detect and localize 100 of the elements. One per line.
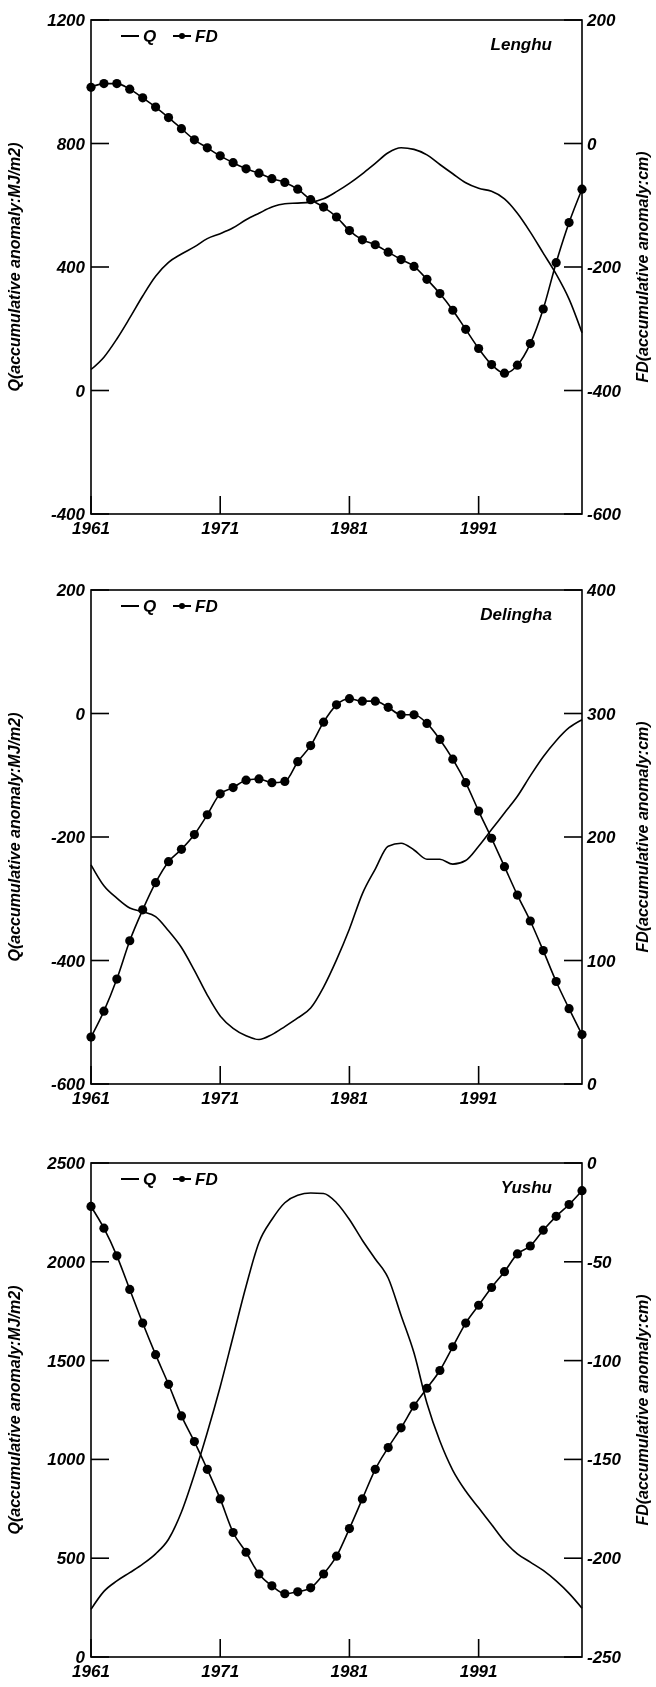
legend-label: Q <box>143 27 157 46</box>
y-axis-title: Q(accumulative anomaly:MJ/m2) <box>6 712 23 962</box>
point <box>538 304 548 314</box>
point <box>486 359 497 370</box>
point <box>577 1030 587 1040</box>
y2-tick-label: -200 <box>587 258 622 277</box>
point <box>499 1267 510 1277</box>
point <box>138 93 148 103</box>
point <box>486 833 497 843</box>
x-tick-label: 1971 <box>201 519 240 538</box>
y2-tick-label: -250 <box>587 1648 622 1667</box>
point <box>577 1186 587 1196</box>
point <box>461 778 471 788</box>
y-tick-label: -400 <box>50 951 86 971</box>
point <box>241 1547 251 1557</box>
point <box>344 225 355 236</box>
point <box>396 1423 406 1433</box>
y-tick-label: 200 <box>55 581 86 600</box>
text: Delingha <box>480 605 552 624</box>
point <box>202 1464 212 1474</box>
point <box>577 184 587 194</box>
point <box>331 1551 342 1561</box>
point <box>512 1249 522 1259</box>
point <box>525 338 535 349</box>
point <box>163 857 174 867</box>
y2-tick-label: 300 <box>587 704 616 724</box>
point <box>435 1365 445 1376</box>
y2-tick-label: 200 <box>586 828 616 847</box>
point <box>409 1401 419 1411</box>
point <box>422 1383 432 1393</box>
y-tick-label: 800 <box>56 134 86 154</box>
point <box>254 168 264 178</box>
y-axis-title: Q(accumulative anomaly:MJ/m2) <box>6 1285 23 1535</box>
point <box>280 177 290 187</box>
point <box>474 343 484 354</box>
x-tick-label: 1981 <box>330 1662 369 1681</box>
point <box>163 1379 174 1389</box>
point <box>370 696 380 706</box>
y2-tick-label: 400 <box>586 581 616 600</box>
x-tick-label: 1991 <box>459 519 498 538</box>
point <box>176 124 187 134</box>
point <box>99 79 109 89</box>
point <box>280 1589 290 1599</box>
point <box>215 151 225 161</box>
point <box>512 360 522 370</box>
point <box>383 247 393 257</box>
point <box>409 710 419 720</box>
point <box>151 878 161 888</box>
point <box>189 1437 199 1447</box>
x-tick-label: 1981 <box>330 1089 369 1108</box>
point <box>228 1527 238 1538</box>
y2-tick-label: -150 <box>587 1450 622 1470</box>
point <box>293 184 303 194</box>
point <box>461 1318 471 1328</box>
point <box>86 82 96 92</box>
point <box>306 195 316 205</box>
point <box>267 1581 277 1591</box>
point <box>228 783 238 793</box>
y2-tick-label: -400 <box>587 381 622 401</box>
point <box>125 84 135 94</box>
point <box>189 135 199 145</box>
y-tick-label: 400 <box>55 258 86 277</box>
point <box>254 774 264 784</box>
point <box>383 702 393 712</box>
legend-label: FD <box>195 597 218 616</box>
text: Lenghu <box>490 35 553 54</box>
point <box>86 1201 96 1212</box>
point <box>409 261 419 271</box>
text: Yushu <box>500 1178 553 1197</box>
point <box>318 1569 329 1579</box>
point <box>370 240 380 250</box>
y-tick-label: 1200 <box>47 11 86 30</box>
point <box>396 710 406 720</box>
y2-tick-label: 0 <box>587 1154 597 1173</box>
point <box>486 1282 497 1293</box>
y-tick-label: 500 <box>56 1549 86 1569</box>
legend-label: FD <box>195 1170 218 1189</box>
point <box>357 235 367 245</box>
point <box>112 79 122 89</box>
point <box>512 890 522 900</box>
point <box>280 776 290 787</box>
point <box>125 1284 135 1295</box>
x-tick-label: 1971 <box>201 1089 240 1108</box>
point <box>525 1241 535 1251</box>
point <box>357 1494 367 1504</box>
point <box>267 174 277 184</box>
y2-axis-title: FD(accumulative anomaly:cm) <box>634 151 651 383</box>
y-tick-label: 1500 <box>47 1351 86 1371</box>
point <box>215 789 225 799</box>
point <box>474 1300 484 1310</box>
point <box>538 946 548 956</box>
y2-tick-label: -50 <box>587 1252 613 1272</box>
point <box>357 696 367 706</box>
point <box>461 324 471 334</box>
y2-tick-label: 200 <box>586 11 616 30</box>
point <box>293 757 303 767</box>
y-tick-label: 1000 <box>47 1450 86 1470</box>
x-tick-label: 1981 <box>330 519 369 538</box>
point <box>202 810 212 820</box>
y2-tick-label: 0 <box>587 134 597 154</box>
